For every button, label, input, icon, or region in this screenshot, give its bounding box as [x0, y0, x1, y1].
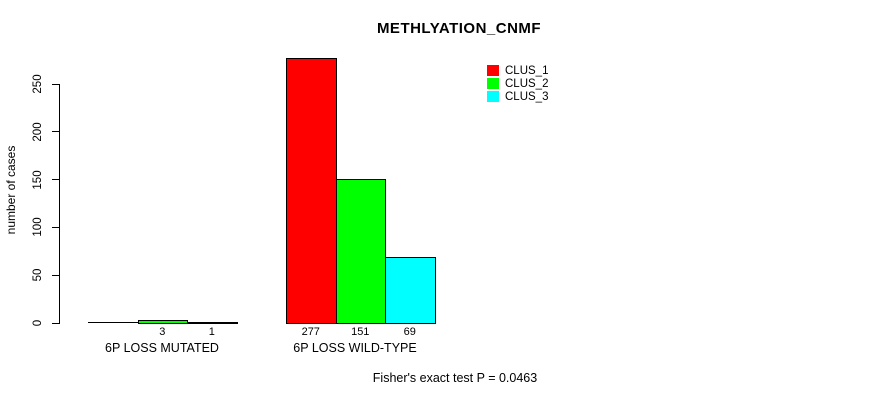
legend: CLUS_1 CLUS_2 CLUS_3 — [487, 64, 548, 103]
bar-value-label: 151 — [351, 326, 370, 338]
y-tick-mark — [52, 131, 59, 133]
y-axis-title: number of cases — [4, 145, 18, 235]
y-tick-label: 50 — [32, 268, 44, 282]
legend-swatch-clus_2 — [487, 78, 499, 89]
bar-clus_1-2 — [286, 58, 337, 324]
legend-item: CLUS_2 — [487, 77, 548, 90]
legend-swatch-clus_3 — [487, 91, 499, 102]
legend-item: CLUS_1 — [487, 64, 548, 77]
bar-clus_3-1 — [187, 322, 238, 324]
y-tick-label: 150 — [32, 170, 44, 190]
chart-title: METHLYATION_CNMF — [376, 20, 542, 37]
y-tick-label: 200 — [32, 122, 44, 142]
y-tick-mark — [52, 179, 59, 181]
bar-value-label: 69 — [403, 326, 416, 338]
bar-value-label: 1 — [208, 326, 215, 338]
legend-swatch-clus_1 — [487, 65, 499, 76]
category-label: 6P LOSS MUTATED — [105, 341, 219, 355]
legend-label: CLUS_2 — [505, 77, 549, 90]
legend-label: CLUS_1 — [505, 64, 549, 77]
bar-clus_3-2 — [385, 257, 436, 324]
y-tick-mark — [52, 83, 59, 85]
bar-clus_2-1 — [137, 320, 188, 324]
y-tick-mark — [52, 226, 59, 228]
fisher-test-annotation: Fisher's exact test P = 0.0463 — [372, 371, 538, 385]
bar-clus_2-2 — [335, 179, 386, 324]
y-tick-mark — [52, 274, 59, 276]
y-tick-mark — [52, 322, 59, 324]
y-tick-label: 250 — [32, 74, 44, 94]
y-axis-line — [59, 84, 60, 324]
legend-item: CLUS_3 — [487, 90, 548, 103]
legend-label: CLUS_3 — [505, 90, 549, 103]
y-tick-label: 0 — [32, 319, 44, 327]
category-label: 6P LOSS WILD-TYPE — [293, 341, 417, 355]
bar-value-label: 277 — [301, 326, 320, 338]
bar-value-label: 3 — [159, 326, 166, 338]
y-tick-label: 100 — [32, 217, 44, 237]
